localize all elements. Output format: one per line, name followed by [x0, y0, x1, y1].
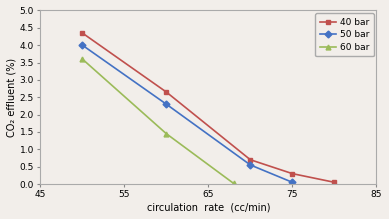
50 bar: [80, 44, 85, 46]
X-axis label: circulation  rate  (cc/min): circulation rate (cc/min): [147, 202, 270, 212]
Line: 40 bar: 40 bar: [80, 31, 337, 185]
Y-axis label: CO₂ effluent (%): CO₂ effluent (%): [7, 58, 17, 137]
Legend: 40 bar, 50 bar, 60 bar: 40 bar, 50 bar, 60 bar: [315, 13, 373, 57]
40 bar: [332, 181, 336, 184]
50 bar: [290, 181, 294, 184]
60 bar: [164, 132, 169, 135]
60 bar: [80, 58, 85, 60]
50 bar: [164, 103, 169, 106]
40 bar: [164, 91, 169, 93]
Line: 50 bar: 50 bar: [80, 43, 295, 185]
40 bar: [248, 158, 252, 161]
Line: 60 bar: 60 bar: [80, 57, 236, 186]
60 bar: [231, 182, 236, 185]
50 bar: [248, 164, 252, 166]
40 bar: [80, 32, 85, 34]
40 bar: [290, 172, 294, 175]
